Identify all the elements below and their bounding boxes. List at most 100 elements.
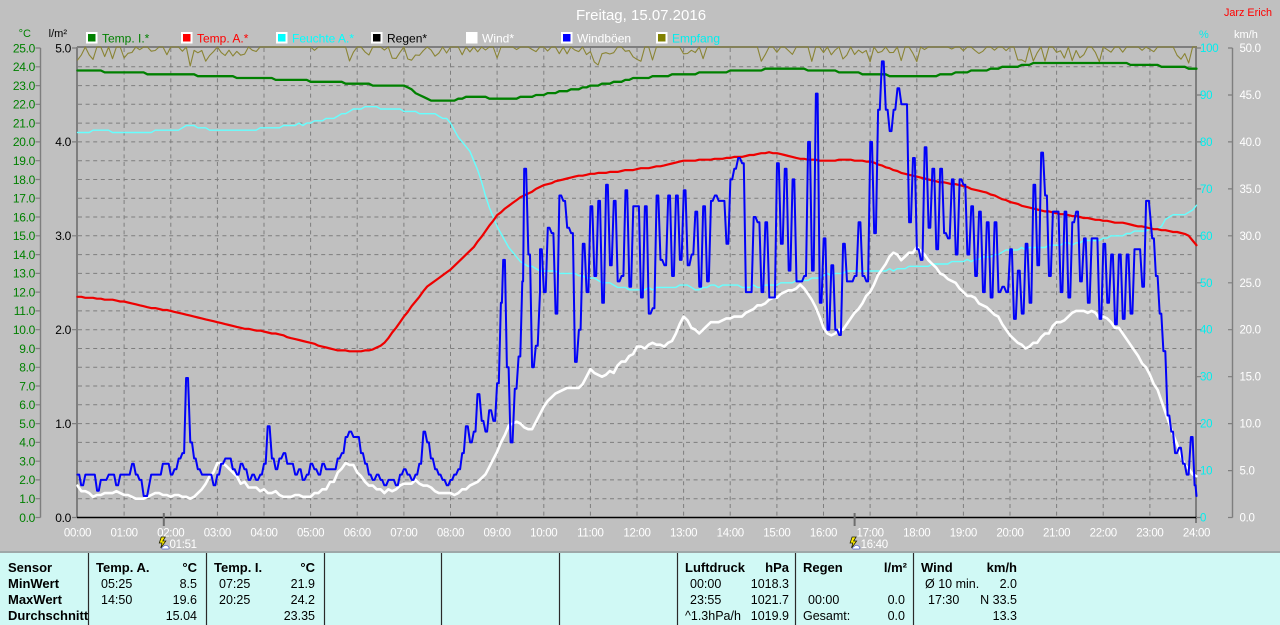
svg-text:Wind: Wind — [921, 560, 953, 575]
svg-text:15.0: 15.0 — [1240, 372, 1261, 384]
svg-text:12:00: 12:00 — [623, 528, 650, 540]
svg-text:10:00: 10:00 — [530, 528, 557, 540]
svg-text:N 33.5: N 33.5 — [980, 593, 1017, 607]
svg-text:9.0: 9.0 — [19, 342, 35, 356]
svg-text:1.0: 1.0 — [55, 417, 71, 431]
svg-text:45.0: 45.0 — [1240, 90, 1261, 102]
svg-text:07:00: 07:00 — [390, 528, 417, 540]
svg-text:03:00: 03:00 — [204, 528, 231, 540]
svg-text:°C: °C — [19, 28, 31, 40]
svg-text:6.0: 6.0 — [19, 398, 35, 412]
svg-text:100: 100 — [1200, 43, 1218, 55]
svg-text:Freitag, 15.07.2016: Freitag, 15.07.2016 — [576, 7, 706, 24]
svg-text:2.0: 2.0 — [55, 323, 71, 337]
svg-text:1018.3: 1018.3 — [751, 577, 789, 591]
svg-text:50.0: 50.0 — [1240, 43, 1261, 55]
svg-text:11.0: 11.0 — [14, 304, 36, 318]
svg-text:2.0: 2.0 — [19, 473, 35, 487]
svg-text:20:25: 20:25 — [219, 593, 250, 607]
svg-text:50: 50 — [1200, 278, 1212, 290]
svg-text:MinWert: MinWert — [8, 576, 60, 591]
svg-text:0.0: 0.0 — [1240, 513, 1255, 525]
svg-text:km/h: km/h — [987, 560, 1017, 575]
svg-text:21:00: 21:00 — [1043, 528, 1070, 540]
svg-text:5.0: 5.0 — [19, 417, 35, 431]
svg-text:°C: °C — [182, 560, 197, 575]
svg-text:13.0: 13.0 — [13, 267, 36, 281]
svg-text:0: 0 — [1200, 513, 1206, 525]
svg-text:Durchschnitt: Durchschnitt — [8, 608, 89, 623]
svg-text:05:00: 05:00 — [297, 528, 324, 540]
svg-text:06:00: 06:00 — [344, 528, 371, 540]
svg-text:18.0: 18.0 — [13, 173, 36, 187]
svg-text:5.0: 5.0 — [1240, 466, 1255, 478]
svg-text:02:00: 02:00 — [157, 528, 184, 540]
svg-text:40.0: 40.0 — [1240, 137, 1261, 149]
svg-text:17:30: 17:30 — [928, 593, 959, 607]
svg-text:Sensor: Sensor — [8, 560, 52, 575]
svg-text:Temp. I.: Temp. I. — [214, 560, 262, 575]
svg-text:07:25: 07:25 — [219, 577, 250, 591]
svg-text:10: 10 — [1200, 466, 1212, 478]
svg-text:25.0: 25.0 — [1240, 278, 1261, 290]
svg-text:12.0: 12.0 — [13, 285, 36, 299]
svg-text:5.0: 5.0 — [55, 41, 71, 55]
svg-text:17:00: 17:00 — [856, 528, 883, 540]
svg-text:08:00: 08:00 — [437, 528, 464, 540]
svg-text:19.0: 19.0 — [13, 154, 36, 168]
svg-text:20: 20 — [1200, 419, 1212, 431]
svg-text:09:00: 09:00 — [483, 528, 510, 540]
svg-text:1021.7: 1021.7 — [751, 593, 789, 607]
svg-text:14.0: 14.0 — [13, 248, 36, 262]
svg-text:35.0: 35.0 — [1240, 184, 1261, 196]
svg-text:00:00: 00:00 — [64, 528, 91, 540]
svg-text:Wind*: Wind* — [482, 31, 514, 45]
svg-text:30: 30 — [1200, 372, 1212, 384]
svg-text:16:00: 16:00 — [810, 528, 837, 540]
svg-text:23:55: 23:55 — [690, 593, 721, 607]
svg-text:10.0: 10.0 — [1240, 419, 1261, 431]
svg-text:16.0: 16.0 — [13, 210, 36, 224]
svg-text:80: 80 — [1200, 137, 1212, 149]
svg-text:Temp. A.*: Temp. A.* — [197, 31, 249, 45]
svg-text:0.0: 0.0 — [888, 609, 905, 623]
svg-text:20.0: 20.0 — [1240, 325, 1261, 337]
svg-text:0.0: 0.0 — [888, 593, 905, 607]
svg-text:l/m²: l/m² — [884, 560, 908, 575]
svg-text:7.0: 7.0 — [19, 379, 35, 393]
svg-text:Jarz Erich: Jarz Erich — [1224, 7, 1272, 19]
svg-text:4.0: 4.0 — [55, 135, 71, 149]
svg-text:00:00: 00:00 — [690, 577, 721, 591]
svg-text:Feuchte A.*: Feuchte A.* — [292, 31, 354, 45]
svg-text:3.0: 3.0 — [19, 454, 35, 468]
svg-text:20.0: 20.0 — [13, 135, 36, 149]
svg-text:25.0: 25.0 — [13, 41, 36, 55]
svg-text:l/m²: l/m² — [49, 28, 68, 40]
svg-text:19.6: 19.6 — [173, 593, 197, 607]
svg-text:%: % — [1199, 29, 1209, 41]
svg-text:24:00: 24:00 — [1183, 528, 1210, 540]
svg-text:30.0: 30.0 — [1240, 231, 1261, 243]
svg-text:00:00: 00:00 — [808, 593, 839, 607]
svg-text:18:00: 18:00 — [903, 528, 930, 540]
svg-text:10.0: 10.0 — [13, 323, 36, 337]
svg-text:23.35: 23.35 — [284, 609, 315, 623]
svg-text:8.5: 8.5 — [180, 577, 197, 591]
svg-text:21.0: 21.0 — [13, 116, 36, 130]
svg-text:MaxWert: MaxWert — [8, 592, 63, 607]
svg-text:16:40: 16:40 — [861, 539, 888, 551]
svg-text:14:50: 14:50 — [101, 593, 132, 607]
svg-text:8.0: 8.0 — [19, 361, 35, 375]
svg-text:01:51: 01:51 — [170, 539, 197, 551]
svg-text:90: 90 — [1200, 90, 1212, 102]
svg-text:24.2: 24.2 — [291, 593, 315, 607]
svg-text:Empfang: Empfang — [672, 31, 720, 45]
svg-text:°C: °C — [300, 560, 315, 575]
svg-text:15:00: 15:00 — [763, 528, 790, 540]
svg-text:^1.3hPa/h: ^1.3hPa/h — [685, 609, 741, 623]
svg-text:40: 40 — [1200, 325, 1212, 337]
svg-text:Gesamt:: Gesamt: — [803, 609, 850, 623]
svg-text:hPa: hPa — [765, 560, 790, 575]
svg-text:Windböen: Windböen — [577, 31, 631, 45]
svg-text:0.0: 0.0 — [19, 511, 35, 525]
